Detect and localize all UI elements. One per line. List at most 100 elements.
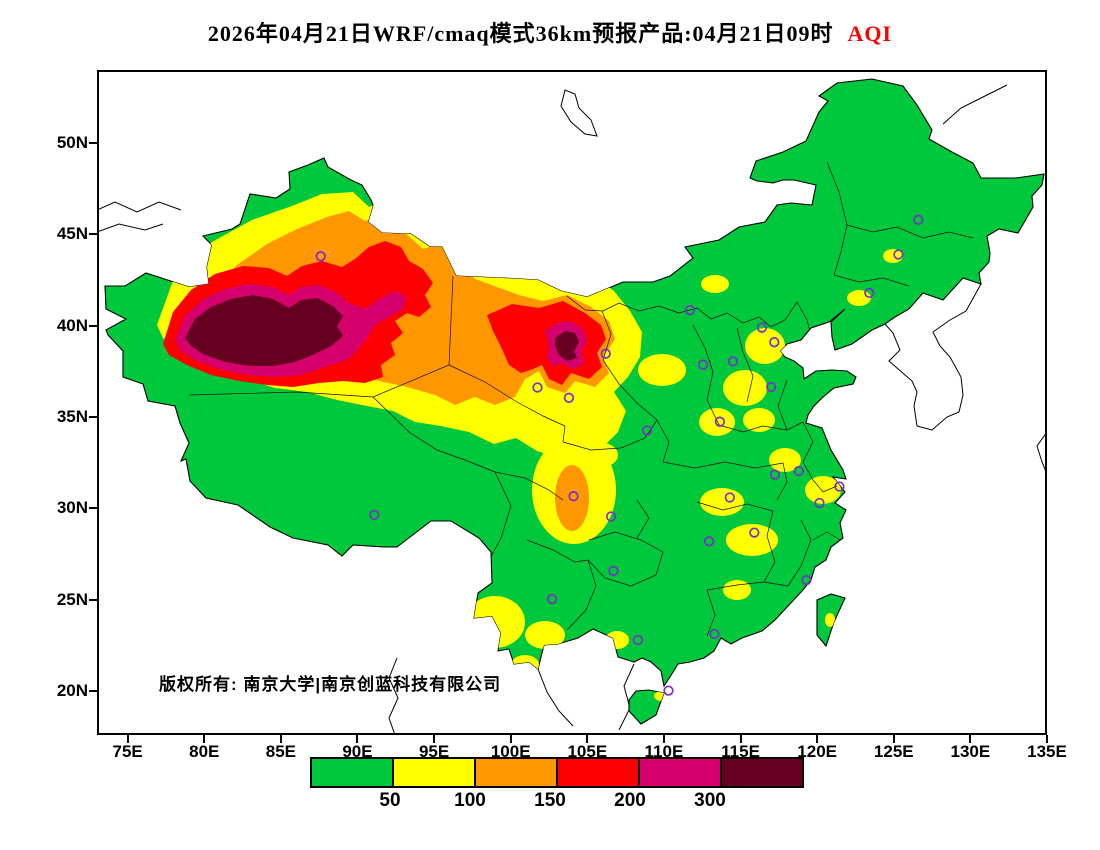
city-marker bbox=[546, 593, 558, 605]
city-marker bbox=[834, 481, 845, 492]
lat-tick-mark bbox=[89, 598, 97, 601]
lon-tick-mark bbox=[739, 735, 742, 743]
indochina-line-3 bbox=[618, 663, 635, 731]
city-marker bbox=[641, 425, 653, 436]
lon-tick-label: 110E bbox=[644, 742, 684, 761]
city-marker bbox=[315, 251, 326, 262]
lon-tick-label: 105E bbox=[567, 742, 608, 761]
northwest-border-line-1 bbox=[97, 201, 182, 213]
city-marker bbox=[600, 348, 611, 359]
lon-tick-mark bbox=[203, 735, 206, 743]
korea-coastline bbox=[884, 283, 982, 431]
lon-tick-mark bbox=[356, 735, 359, 743]
city-markers bbox=[315, 214, 924, 696]
lake-baikal-outline bbox=[560, 89, 598, 137]
colorbar-threshold-label: 150 bbox=[534, 790, 566, 811]
city-marker bbox=[913, 214, 924, 225]
lat-tick-label: 45N bbox=[56, 224, 88, 244]
lon-tick-mark bbox=[662, 735, 665, 743]
lon-tick-label: 115E bbox=[721, 742, 760, 761]
city-marker bbox=[814, 497, 825, 509]
lat-tick-mark bbox=[89, 142, 97, 145]
city-marker bbox=[793, 465, 804, 477]
page-title: 2026年04月21日WRF/cmaq模式36km预报产品:04月21日09时 A… bbox=[0, 16, 1100, 48]
city-marker bbox=[749, 527, 760, 538]
title-text: 2026年04月21日WRF/cmaq模式36km预报产品:04月21日09时 bbox=[207, 21, 834, 46]
aqi-contour-fills bbox=[157, 161, 974, 701]
aqi-colorbar bbox=[310, 757, 804, 788]
title-variable-label: AQI bbox=[847, 21, 893, 46]
lon-tick-label: 85E bbox=[265, 742, 296, 761]
city-marker bbox=[769, 469, 781, 480]
lon-tick-label: 135E bbox=[1027, 742, 1067, 761]
lat-tick-label: 50N bbox=[56, 133, 88, 153]
city-marker bbox=[568, 491, 579, 502]
city-marker bbox=[766, 381, 777, 393]
city-marker bbox=[632, 634, 644, 646]
lat-tick-mark bbox=[89, 233, 97, 236]
foreign-boundaries bbox=[97, 84, 1047, 735]
colorbar-cell-2 bbox=[476, 759, 558, 786]
indochina-line-2 bbox=[537, 668, 574, 727]
colorbar-threshold-label: 200 bbox=[614, 790, 646, 811]
northeast-coast-line bbox=[942, 84, 1008, 125]
lat-tick-mark bbox=[89, 416, 97, 419]
colorbar-cell-0 bbox=[312, 759, 394, 786]
lat-tick-label: 40N bbox=[56, 315, 88, 335]
colorbar-threshold-label: 100 bbox=[454, 790, 486, 811]
plot-border bbox=[97, 70, 1047, 735]
lon-tick-mark bbox=[816, 735, 819, 743]
lat-tick-label: 35N bbox=[56, 407, 88, 427]
city-marker bbox=[608, 565, 619, 577]
aqi-level-maroon-regions bbox=[185, 295, 579, 366]
city-marker bbox=[864, 287, 875, 299]
northwest-border-line-2 bbox=[97, 223, 164, 233]
lat-tick-mark bbox=[89, 690, 97, 693]
lon-tick-label: 75E bbox=[112, 742, 143, 761]
lon-tick-label: 80E bbox=[189, 742, 220, 761]
city-marker bbox=[769, 337, 780, 348]
colorbar-cell-5 bbox=[722, 759, 802, 786]
colorbar-cell-1 bbox=[394, 759, 476, 786]
province-boundaries bbox=[188, 161, 974, 637]
city-marker bbox=[532, 382, 543, 393]
lat-tick-mark bbox=[89, 324, 97, 327]
lat-tick-label: 25N bbox=[56, 589, 88, 609]
lat-tick-label: 20N bbox=[56, 681, 88, 701]
city-marker bbox=[756, 322, 768, 333]
lon-tick-mark bbox=[892, 735, 895, 743]
city-marker bbox=[369, 509, 380, 521]
city-marker bbox=[703, 536, 715, 547]
lon-tick-label: 120E bbox=[797, 742, 837, 761]
colorbar-cell-3 bbox=[558, 759, 640, 786]
lon-tick-mark bbox=[433, 735, 436, 743]
lon-tick-mark bbox=[509, 735, 512, 743]
city-marker bbox=[724, 492, 735, 503]
china-aqi-map bbox=[97, 70, 1047, 735]
lon-tick-mark bbox=[969, 735, 972, 743]
east-edge-coast-line bbox=[1036, 431, 1047, 475]
city-marker bbox=[801, 574, 812, 586]
copyright-text: 版权所有: 南京大学|南京创蓝科技有限公司 bbox=[159, 675, 502, 694]
lon-tick-label: 95E bbox=[418, 742, 450, 761]
lat-tick-mark bbox=[89, 507, 97, 510]
lon-tick-label: 125E bbox=[873, 742, 914, 761]
lon-tick-mark bbox=[279, 735, 282, 743]
lon-tick-mark bbox=[586, 735, 589, 743]
city-marker bbox=[663, 685, 674, 696]
map-area: 版权所有: 南京大学|南京创蓝科技有限公司 bbox=[97, 70, 1047, 735]
city-marker bbox=[727, 356, 739, 367]
colorbar-threshold-label: 300 bbox=[694, 790, 726, 811]
colorbar-threshold-label: 50 bbox=[379, 790, 401, 811]
city-marker bbox=[714, 416, 726, 427]
lon-tick-label: 100E bbox=[490, 742, 531, 761]
lon-tick-mark bbox=[126, 735, 129, 743]
lon-tick-label: 130E bbox=[950, 742, 991, 761]
city-marker bbox=[709, 628, 720, 640]
lat-tick-label: 30N bbox=[56, 498, 88, 518]
city-marker bbox=[684, 305, 696, 316]
city-marker bbox=[697, 359, 709, 370]
colorbar-cell-4 bbox=[640, 759, 722, 786]
lon-tick-label: 90E bbox=[342, 742, 373, 761]
